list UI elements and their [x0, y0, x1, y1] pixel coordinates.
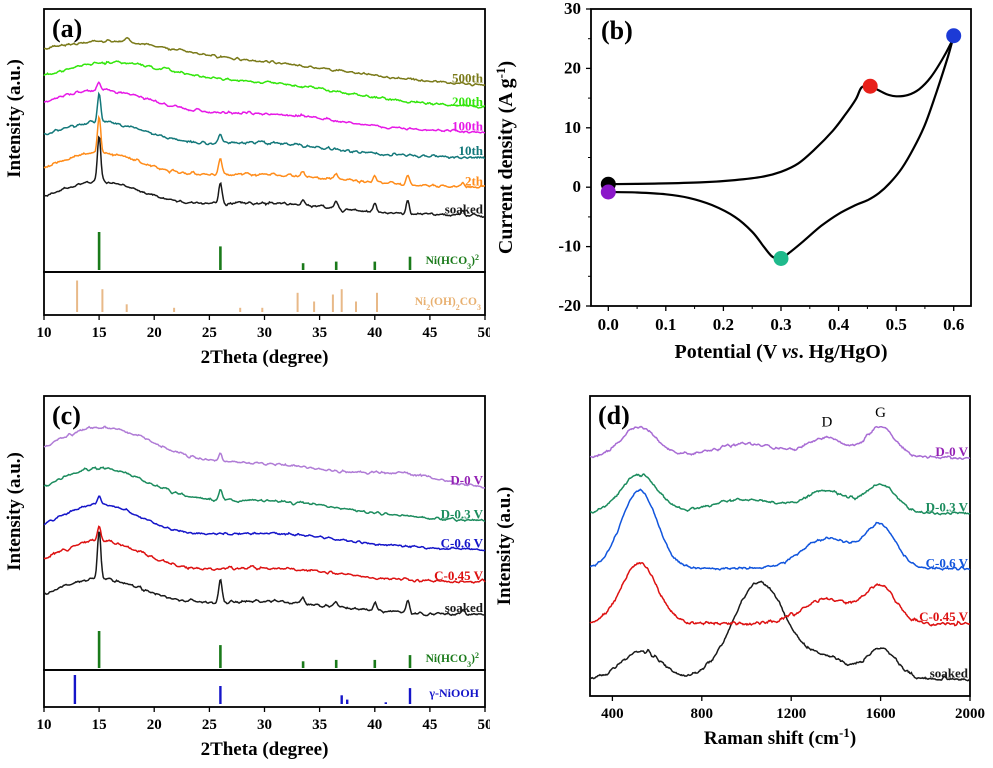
svg-text:-10: -10 [558, 237, 581, 256]
svg-text:30: 30 [257, 325, 272, 341]
svg-text:-20: -20 [558, 296, 581, 315]
svg-text:D-0 V: D-0 V [935, 444, 968, 459]
svg-text:30: 30 [257, 717, 272, 733]
svg-text:0.0: 0.0 [598, 315, 619, 334]
svg-text:C-0.45 V: C-0.45 V [919, 609, 968, 624]
svg-text:2Theta (degree): 2Theta (degree) [201, 739, 329, 760]
svg-text:0.1: 0.1 [655, 315, 676, 334]
svg-text:soaked: soaked [930, 665, 969, 680]
svg-text:γ-NiOOH: γ-NiOOH [428, 686, 479, 700]
svg-text:Current density (A g-1): Current density (A g-1) [493, 61, 518, 254]
svg-text:200th: 200th [452, 94, 484, 109]
svg-text:2th: 2th [465, 174, 484, 189]
svg-text:15: 15 [92, 717, 107, 733]
svg-text:soaked: soaked [445, 202, 484, 217]
svg-text:C-0.45 V: C-0.45 V [434, 568, 483, 583]
svg-text:25: 25 [202, 325, 217, 341]
svg-text:1200: 1200 [776, 706, 806, 722]
svg-text:C-0.6 V: C-0.6 V [926, 556, 969, 571]
svg-text:2Theta (degree): 2Theta (degree) [201, 347, 329, 368]
svg-text:Potential (V vs. Hg/HgO): Potential (V vs. Hg/HgO) [675, 341, 888, 363]
svg-text:Intensity (a.u.): Intensity (a.u.) [4, 59, 25, 178]
svg-text:10: 10 [564, 118, 581, 137]
svg-text:30: 30 [564, 0, 581, 18]
svg-text:40: 40 [367, 325, 382, 341]
svg-text:(b): (b) [601, 16, 633, 45]
svg-text:50: 50 [478, 325, 491, 341]
svg-text:15: 15 [92, 325, 107, 341]
svg-text:20: 20 [564, 58, 581, 77]
svg-text:0.4: 0.4 [828, 315, 850, 334]
svg-text:(a): (a) [52, 14, 82, 43]
svg-text:D-0.3 V: D-0.3 V [441, 506, 484, 521]
svg-text:Intensity (a.u.): Intensity (a.u.) [494, 487, 515, 606]
svg-text:25: 25 [202, 717, 217, 733]
svg-text:D: D [821, 415, 832, 431]
svg-text:45: 45 [422, 325, 437, 341]
svg-text:D-0.3 V: D-0.3 V [926, 500, 969, 515]
svg-text:0.3: 0.3 [770, 315, 791, 334]
svg-text:10: 10 [37, 325, 52, 341]
svg-text:Intensity (a.u.): Intensity (a.u.) [4, 452, 25, 571]
svg-text:40: 40 [367, 717, 382, 733]
svg-text:G: G [875, 405, 886, 421]
svg-text:20: 20 [147, 325, 162, 341]
svg-text:(d): (d) [598, 401, 630, 430]
svg-text:400: 400 [601, 706, 624, 722]
svg-text:2000: 2000 [955, 706, 985, 722]
svg-text:0.2: 0.2 [713, 315, 734, 334]
svg-text:10: 10 [37, 717, 52, 733]
svg-text:0.5: 0.5 [886, 315, 907, 334]
svg-text:10th: 10th [458, 143, 483, 158]
svg-text:D-0 V: D-0 V [450, 472, 483, 487]
svg-text:0: 0 [573, 177, 582, 196]
svg-text:50: 50 [478, 717, 491, 733]
svg-text:C-0.6 V: C-0.6 V [441, 536, 484, 551]
svg-text:500th: 500th [452, 71, 484, 86]
svg-text:20: 20 [147, 717, 162, 733]
svg-text:Raman shift (cm-1): Raman shift (cm-1) [704, 725, 856, 750]
svg-text:35: 35 [312, 717, 327, 733]
svg-text:soaked: soaked [445, 600, 484, 615]
svg-text:0.6: 0.6 [943, 315, 964, 334]
svg-text:100th: 100th [452, 118, 484, 133]
svg-text:800: 800 [691, 706, 714, 722]
svg-text:35: 35 [312, 325, 327, 341]
svg-text:(c): (c) [52, 401, 81, 430]
svg-text:1600: 1600 [866, 706, 896, 722]
svg-text:45: 45 [422, 717, 437, 733]
